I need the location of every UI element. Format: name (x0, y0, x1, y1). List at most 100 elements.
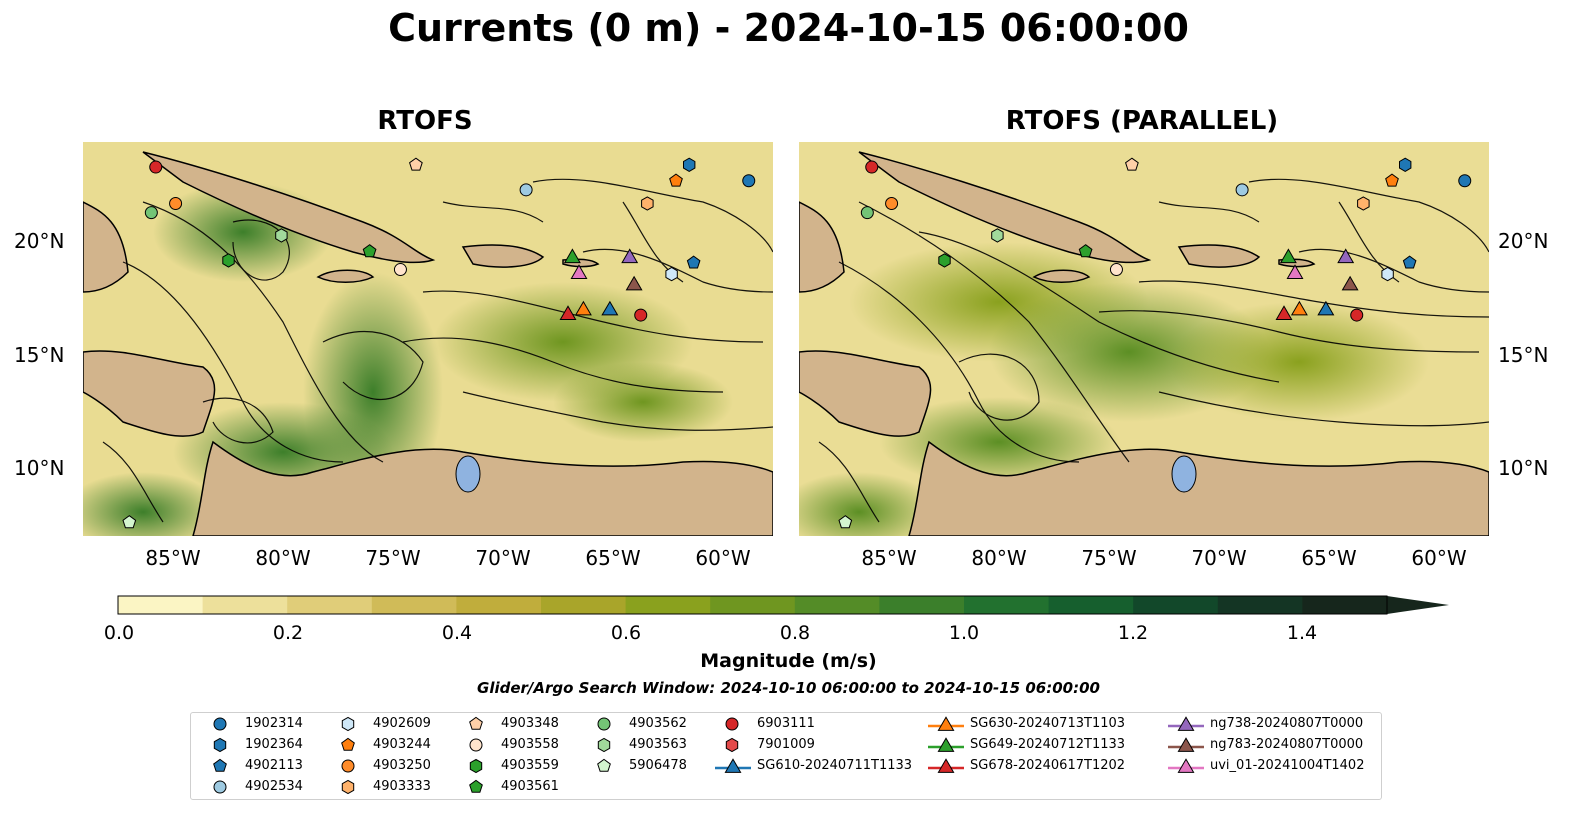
observation-marker-4903562 (144, 206, 158, 220)
observation-marker-4903348 (409, 157, 423, 171)
legend-marker-icon (469, 716, 483, 730)
south-america (192, 440, 773, 536)
legend-item-label: 1902364 (245, 737, 303, 752)
legend-marker-icon (928, 758, 964, 773)
legend-item-label: uvi_01-20241004T1402 (1210, 758, 1365, 773)
observation-marker-4903561 (362, 244, 377, 258)
observation-marker-5906478 (122, 515, 137, 529)
observation-marker-6903111 (149, 160, 163, 174)
colorbar-cell (625, 596, 711, 614)
map-panel-rtofs (83, 142, 773, 536)
legend-marker-icon (1168, 716, 1204, 731)
observation-marker-SG678-20240617T1202 (1275, 305, 1293, 320)
observation-marker-4902534 (519, 183, 533, 197)
panel-title-rtofs-parallel: RTOFS (PARALLEL) (1005, 106, 1279, 136)
legend-marker-icon (725, 717, 739, 731)
legend-marker-icon (725, 737, 739, 753)
legend-marker-icon (597, 758, 611, 772)
lon-tick-left-85w: 85°W (145, 546, 201, 570)
legend-marker-icon (341, 779, 355, 795)
lon-tick-left-75w: 75°W (365, 546, 421, 570)
observation-marker-4903559 (938, 253, 951, 268)
hispaniola (461, 244, 545, 268)
legend-marker-icon (213, 780, 227, 794)
cuba (142, 151, 436, 264)
observation-marker-4903250 (169, 196, 183, 210)
observation-marker-SG630-20240713T1103 (574, 300, 592, 316)
observation-marker-SG649-20240712T1133 (1279, 248, 1297, 264)
yucatan (83, 201, 129, 293)
colorbar-cell (1048, 596, 1134, 614)
legend-item-label: 1902314 (245, 716, 303, 731)
observation-marker-4903333 (1357, 196, 1370, 211)
observation-marker-4903333 (641, 196, 654, 211)
jamaica (1032, 269, 1091, 283)
colorbar-cell (118, 596, 204, 614)
observation-marker-6903111 (634, 308, 648, 322)
observation-marker-4902609 (1381, 266, 1394, 282)
legend-item-label: 4903558 (501, 737, 559, 752)
legend-item-label: 4902609 (373, 716, 431, 731)
colorbar-tick-6: 1.2 (1117, 622, 1149, 644)
colorbar-cell (794, 596, 880, 614)
lat-tick-left-15n: 15°N (14, 343, 65, 367)
colorbar-tick-2: 0.4 (441, 622, 473, 644)
legend-marker-icon (1168, 758, 1204, 773)
legend-marker-icon (1168, 737, 1204, 752)
observation-markers (838, 157, 1472, 529)
lake-maracaibo (455, 455, 481, 493)
legend-marker-icon (597, 717, 611, 731)
legend-item-label: 4902534 (245, 779, 303, 794)
cuba (858, 151, 1152, 264)
lon-tick-right-80w: 80°W (971, 546, 1027, 570)
colorbar-cell (964, 596, 1050, 614)
legend-marker-icon (213, 737, 227, 753)
observation-marker-SG610-20240711T1133 (601, 300, 619, 316)
hispaniola (1177, 244, 1261, 268)
colorbar-cell (710, 596, 796, 614)
observation-marker-4903558 (1109, 263, 1123, 277)
observation-marker-1902314 (1458, 174, 1472, 188)
colorbar-cell (202, 596, 288, 614)
lat-tick-right-10n: 10°N (1498, 456, 1549, 480)
legend-marker-icon (341, 737, 355, 751)
observation-marker-ng738-20240807T0000 (621, 248, 639, 264)
legend-marker-icon (469, 779, 483, 793)
observation-marker-5906478 (838, 515, 853, 529)
observation-marker-4903563 (275, 228, 288, 243)
lat-tick-left-20n: 20°N (14, 229, 65, 253)
legend-marker-icon (715, 758, 751, 773)
legend-item-label: 6903111 (757, 716, 815, 731)
observation-marker-ng783-20240807T0000 (625, 275, 643, 291)
panel-title-rtofs: RTOFS (377, 106, 473, 136)
observation-marker-1902314 (742, 174, 756, 188)
legend-item-label: 4903348 (501, 716, 559, 731)
lon-tick-left-80w: 80°W (255, 546, 311, 570)
map-panel-rtofs-parallel (799, 142, 1489, 536)
legend-marker-icon (213, 758, 227, 772)
legend-marker-icon (469, 758, 483, 774)
observation-marker-4903562 (860, 206, 874, 220)
colorbar-tick-7: 1.4 (1286, 622, 1318, 644)
observation-marker-SG649-20240712T1133 (563, 248, 581, 264)
colorbar-cell (1133, 596, 1219, 614)
honduras (83, 350, 216, 437)
legend-item-label: 7901009 (757, 737, 815, 752)
lat-tick-left-10n: 10°N (14, 456, 65, 480)
lon-tick-right-70w: 70°W (1191, 546, 1247, 570)
observation-marker-4902534 (1235, 183, 1249, 197)
colorbar-tick-5: 1.0 (948, 622, 980, 644)
observation-marker-4902113 (1402, 255, 1417, 269)
lat-tick-right-15n: 15°N (1498, 343, 1549, 367)
colorbar-extend-arrow (1387, 596, 1449, 614)
jamaica (316, 269, 375, 283)
streamlines (818, 178, 1489, 523)
colorbar-cell (371, 596, 457, 614)
colorbar-cell (1302, 596, 1388, 614)
legend-item-label: 4903333 (373, 779, 431, 794)
observation-marker-SG630-20240713T1103 (1290, 300, 1308, 316)
colorbar-cell (456, 596, 542, 614)
legend-item-label: 4903559 (501, 758, 559, 773)
legend-item-label: 4903562 (629, 716, 687, 731)
observation-marker-SG678-20240617T1202 (559, 305, 577, 320)
